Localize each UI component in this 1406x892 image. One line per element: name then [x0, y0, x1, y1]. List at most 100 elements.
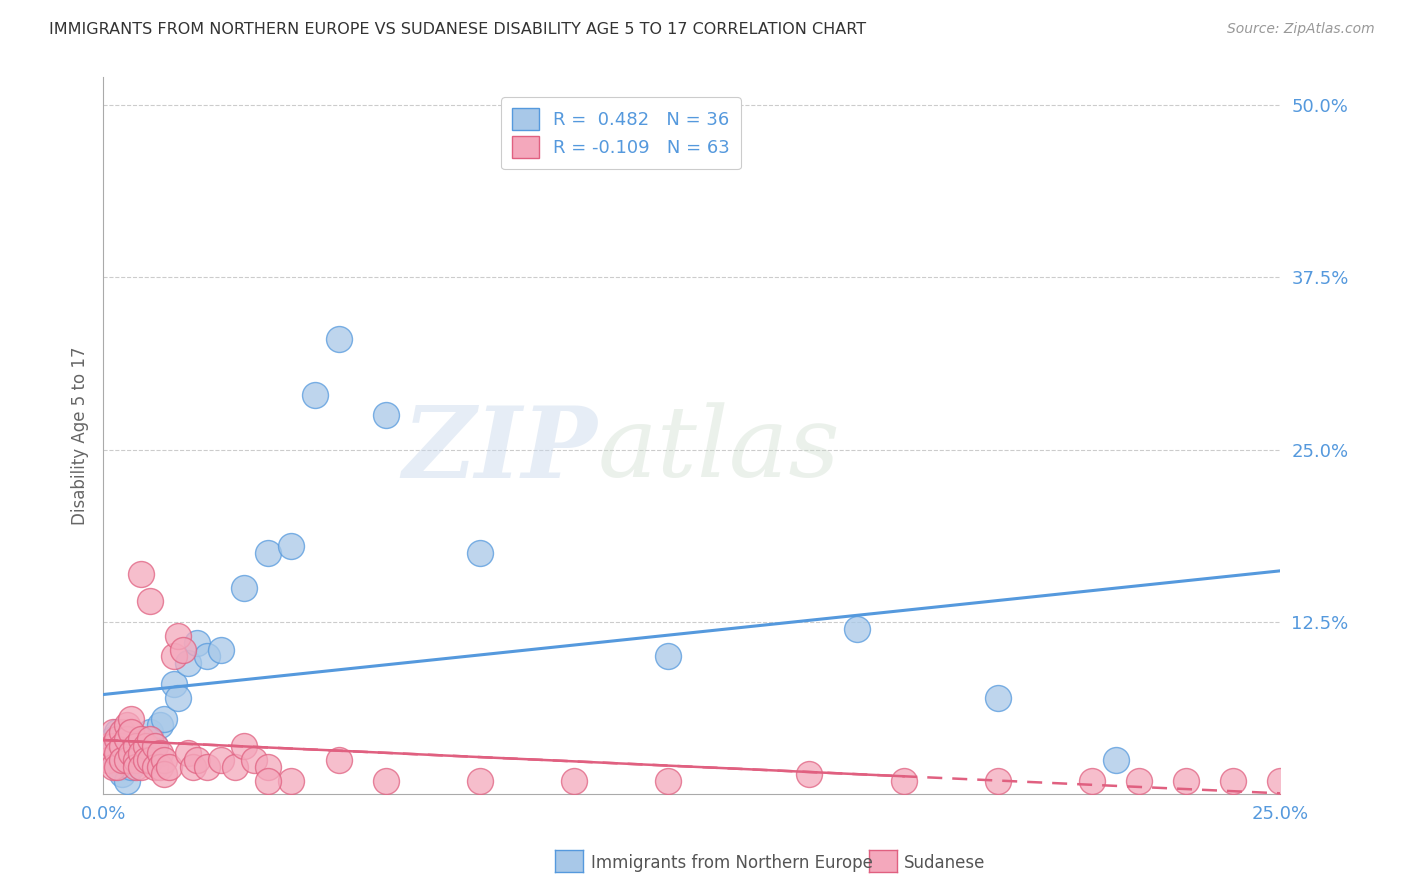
Point	[115, 773, 138, 788]
Point	[280, 773, 302, 788]
Point	[799, 766, 821, 780]
Point	[125, 739, 148, 753]
Point	[280, 539, 302, 553]
Text: ZIP: ZIP	[402, 402, 598, 499]
Point	[209, 642, 232, 657]
Point	[115, 753, 138, 767]
Point	[304, 387, 326, 401]
Point	[111, 739, 134, 753]
Point	[111, 760, 134, 774]
Point	[157, 760, 180, 774]
Point	[115, 732, 138, 747]
Point	[101, 760, 124, 774]
Point	[233, 739, 256, 753]
Point	[120, 760, 142, 774]
Point	[120, 712, 142, 726]
Point	[111, 766, 134, 780]
Text: Sudanese: Sudanese	[904, 854, 986, 871]
Point	[468, 546, 491, 560]
Point	[101, 732, 124, 747]
Point	[243, 753, 266, 767]
Point	[257, 546, 280, 560]
Point	[987, 773, 1010, 788]
Point	[125, 760, 148, 774]
Point	[257, 773, 280, 788]
Legend: R =  0.482   N = 36, R = -0.109   N = 63: R = 0.482 N = 36, R = -0.109 N = 63	[501, 97, 741, 169]
Point	[139, 594, 162, 608]
Point	[97, 753, 120, 767]
Point	[101, 739, 124, 753]
Point	[134, 746, 156, 760]
Point	[893, 773, 915, 788]
Text: Immigrants from Northern Europe: Immigrants from Northern Europe	[591, 854, 872, 871]
Point	[172, 642, 194, 657]
Point	[120, 753, 142, 767]
Point	[657, 773, 679, 788]
Point	[374, 773, 396, 788]
Point	[97, 739, 120, 753]
Point	[134, 753, 156, 767]
Point	[134, 739, 156, 753]
Point	[233, 581, 256, 595]
Point	[149, 760, 172, 774]
Point	[177, 657, 200, 671]
Point	[845, 622, 868, 636]
Point	[195, 649, 218, 664]
Point	[120, 746, 142, 760]
Point	[153, 753, 176, 767]
Point	[167, 690, 190, 705]
Point	[328, 753, 350, 767]
Point	[111, 725, 134, 739]
Point	[1175, 773, 1198, 788]
Point	[105, 760, 128, 774]
Point	[186, 636, 208, 650]
Point	[1128, 773, 1150, 788]
Point	[195, 760, 218, 774]
Point	[139, 732, 162, 747]
Point	[163, 649, 186, 664]
Point	[139, 753, 162, 767]
Point	[115, 718, 138, 732]
Text: atlas: atlas	[598, 402, 841, 498]
Point	[153, 766, 176, 780]
Point	[163, 677, 186, 691]
Point	[105, 753, 128, 767]
Point	[129, 760, 152, 774]
Point	[149, 746, 172, 760]
Point	[1081, 773, 1104, 788]
Point	[328, 332, 350, 346]
Point	[1270, 773, 1292, 788]
Point	[468, 773, 491, 788]
Point	[115, 746, 138, 760]
Point	[143, 760, 166, 774]
Y-axis label: Disability Age 5 to 17: Disability Age 5 to 17	[72, 347, 89, 525]
Point	[224, 760, 246, 774]
Point	[987, 690, 1010, 705]
Point	[125, 753, 148, 767]
Point	[143, 739, 166, 753]
Point	[139, 725, 162, 739]
Point	[105, 732, 128, 747]
Point	[374, 408, 396, 422]
Point	[257, 760, 280, 774]
Point	[125, 739, 148, 753]
Point	[105, 725, 128, 739]
Point	[139, 753, 162, 767]
Point	[167, 629, 190, 643]
Point	[209, 753, 232, 767]
Point	[129, 732, 152, 747]
Point	[153, 712, 176, 726]
Point	[186, 753, 208, 767]
Point	[657, 649, 679, 664]
Point	[129, 566, 152, 581]
Point	[129, 732, 152, 747]
Point	[149, 718, 172, 732]
Point	[1222, 773, 1244, 788]
Point	[101, 746, 124, 760]
Point	[129, 746, 152, 760]
Point	[105, 746, 128, 760]
Text: Source: ZipAtlas.com: Source: ZipAtlas.com	[1227, 22, 1375, 37]
Point	[177, 746, 200, 760]
Point	[120, 725, 142, 739]
Point	[1104, 753, 1126, 767]
